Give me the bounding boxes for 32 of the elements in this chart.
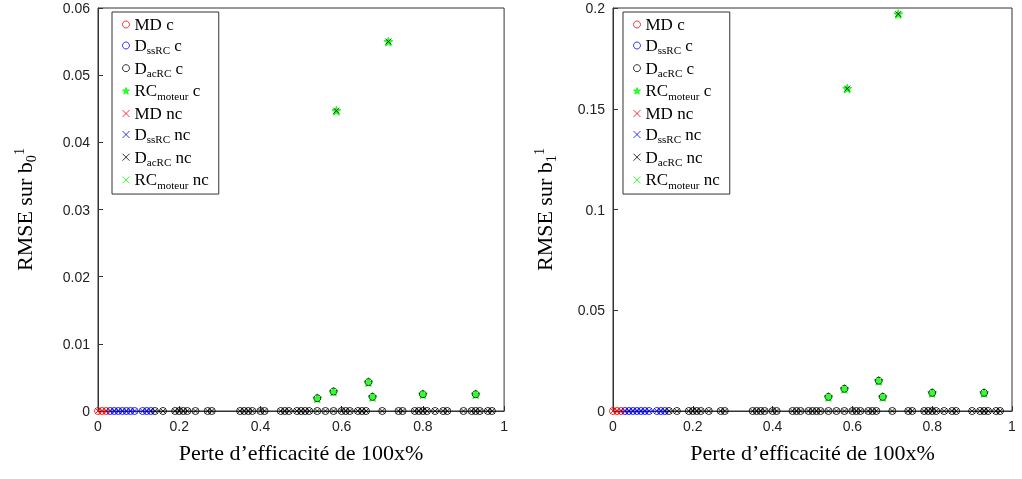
- y-tick-label: 0.02: [62, 268, 91, 285]
- y-tick-label: 0.05: [577, 302, 606, 319]
- legend-label: MD nc: [134, 104, 183, 124]
- x-tick-label: 0.4: [762, 418, 783, 434]
- x-tick-label: 0.6: [331, 418, 352, 434]
- y-tick-label: 0.15: [577, 100, 606, 117]
- x-tick-label: 1: [500, 418, 509, 434]
- y-tick-label: 0.1: [585, 201, 606, 218]
- x-axis-title: Perte d’efficacité de 100x%: [690, 439, 935, 465]
- y-tick-label: 0.2: [585, 0, 606, 16]
- y-tick-label: 0.03: [62, 201, 91, 218]
- x-tick-label: 0: [609, 418, 618, 434]
- y-tick-label: 0.05: [62, 67, 91, 84]
- x-tick-label: 0: [94, 418, 103, 434]
- legend-label: MD c: [134, 15, 175, 34]
- y-axis-title: RMSE sur b11: [530, 147, 559, 272]
- x-axis-title: Perte d’efficacité de 100x%: [178, 439, 424, 465]
- y-tick-label: 0.04: [62, 134, 91, 151]
- x-tick-label: 0.6: [842, 418, 863, 434]
- legend-label: MD nc: [645, 104, 694, 124]
- y-tick-label: 0: [597, 403, 606, 419]
- x-tick-label: 0.8: [922, 418, 943, 434]
- x-tick-label: 0.2: [683, 418, 703, 434]
- y-tick-label: 0.01: [62, 335, 91, 352]
- y-tick-label: 0: [82, 403, 91, 419]
- legend-label: MD c: [645, 15, 686, 34]
- x-tick-label: 0.4: [250, 418, 271, 434]
- y-tick-label: 0.06: [62, 0, 91, 16]
- x-tick-label: 1: [1008, 418, 1017, 434]
- x-tick-label: 0.2: [169, 418, 190, 434]
- x-tick-label: 0.8: [413, 418, 433, 434]
- y-axis-title: RMSE sur b01: [10, 147, 39, 272]
